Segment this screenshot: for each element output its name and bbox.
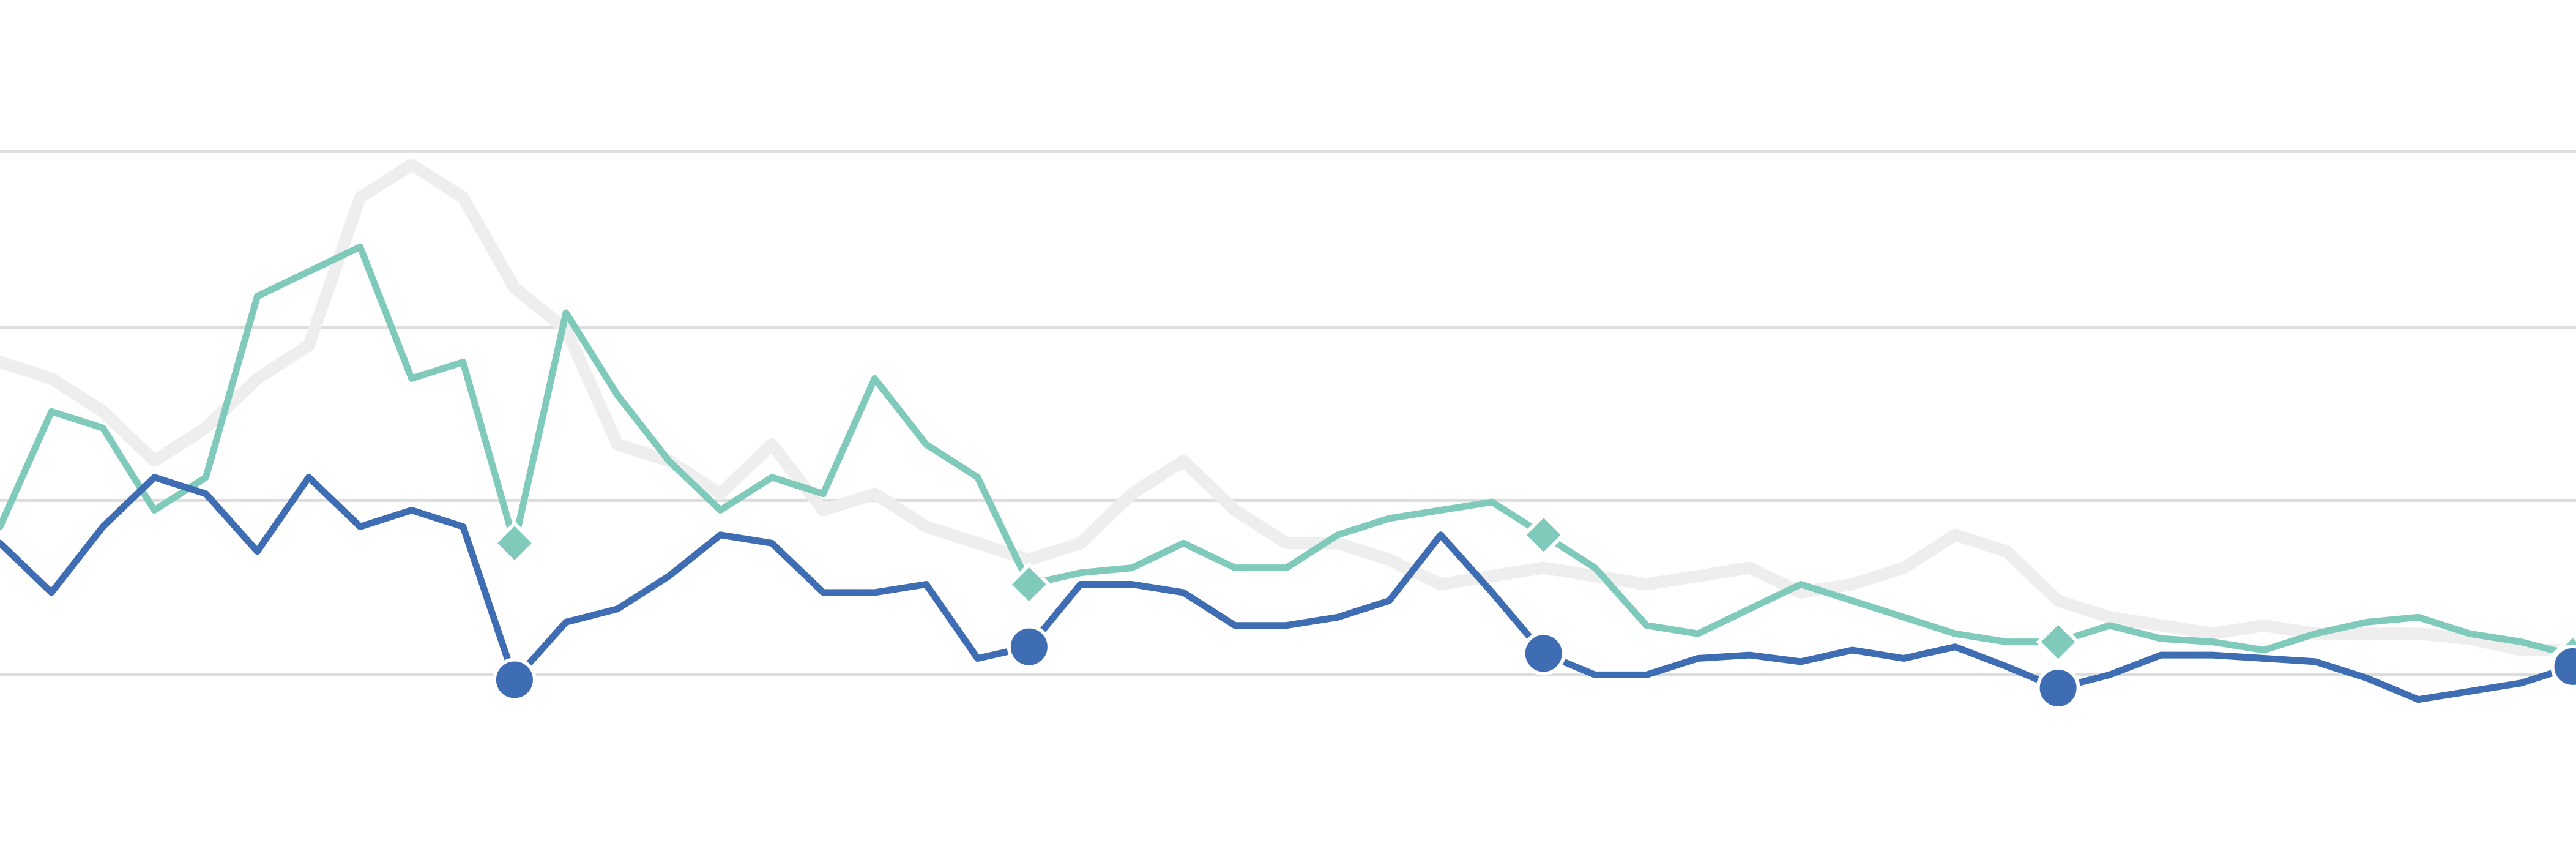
line-marker [2550, 644, 2576, 689]
line-marker [1007, 562, 1052, 607]
line-marker [2036, 665, 2080, 710]
series-line [0, 474, 2576, 703]
series-line [0, 158, 2576, 656]
line-marker [492, 521, 537, 566]
line-marker [1007, 624, 1051, 669]
line-marker [2036, 620, 2080, 664]
line-marker [1521, 631, 1566, 676]
line-marker [1521, 512, 1566, 558]
line-marker [492, 657, 537, 702]
series-line [0, 243, 2576, 659]
